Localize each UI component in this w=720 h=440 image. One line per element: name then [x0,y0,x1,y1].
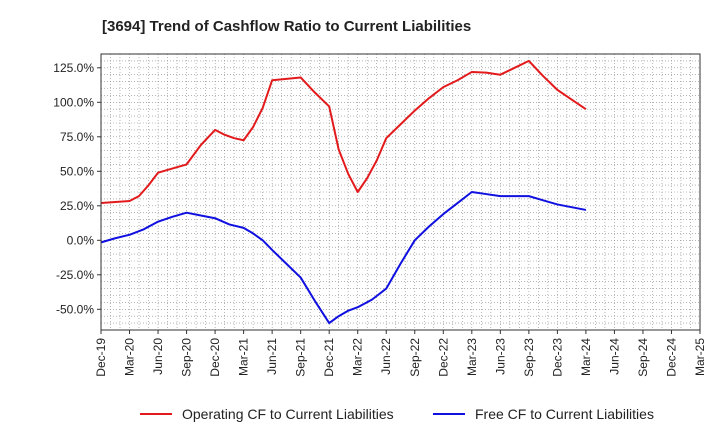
x-tick-label: Sep-21 [294,338,308,377]
x-tick-label: Jun-23 [493,338,507,375]
y-tick-label: 25.0% [60,199,94,213]
series-lines [100,59,587,325]
x-tick-label: Sep-20 [180,338,194,377]
x-tick-label: Dec-21 [322,338,336,377]
x-tick-label: Jun-21 [265,338,279,375]
x-tick-label: Sep-24 [636,338,650,377]
y-tick-label: 50.0% [60,164,94,178]
chart-title: [3694] Trend of Cashflow Ratio to Curren… [102,18,471,35]
y-tick-label: -25.0% [56,268,94,282]
y-tick-label: 75.0% [60,130,94,144]
grid [101,54,700,330]
x-tick-label: Jun-24 [607,338,621,375]
series-line-2 [100,191,587,325]
series-line-1 [100,59,587,205]
x-tick-label: Dec-23 [550,338,564,377]
x-tick-label: Mar-22 [351,338,365,376]
plot-frame [100,53,701,331]
y-axis-ticks: -50.0% -25.0% 0.0% 25.0% 50.0% 75.0% 100.0% 125… [53,61,101,316]
x-tick-label: Jun-20 [151,338,165,375]
x-tick-label: Jun-22 [379,338,393,375]
x-tick-label: Mar-23 [465,338,479,376]
y-tick-label: 100.0% [53,95,94,109]
x-tick-label: Dec-20 [208,338,222,377]
x-tick-label: Sep-22 [408,338,422,377]
x-tick-label: Mar-24 [579,338,593,376]
legend-label-2: Free CF to Current Liabilities [475,406,654,422]
x-tick-label: Dec-24 [664,338,678,377]
x-axis-ticks: Dec-19 Mar-20 Jun-20 Sep-20 Dec-20 Mar-21 Jun-… [94,330,707,377]
x-tick-label: Dec-19 [94,338,108,377]
legend-label-1: Operating CF to Current Liabilities [182,406,394,422]
x-tick-label: Sep-23 [522,338,536,377]
y-tick-label: 0.0% [67,233,95,247]
x-tick-label: Mar-21 [237,338,251,376]
y-tick-label: 125.0% [53,61,94,75]
legend: Operating CF to Current Liabilities Free … [140,406,654,422]
x-tick-label: Dec-22 [436,338,450,377]
x-tick-label: Mar-25 [693,338,707,376]
x-tick-label: Mar-20 [123,338,137,376]
y-tick-label: -50.0% [56,302,94,316]
